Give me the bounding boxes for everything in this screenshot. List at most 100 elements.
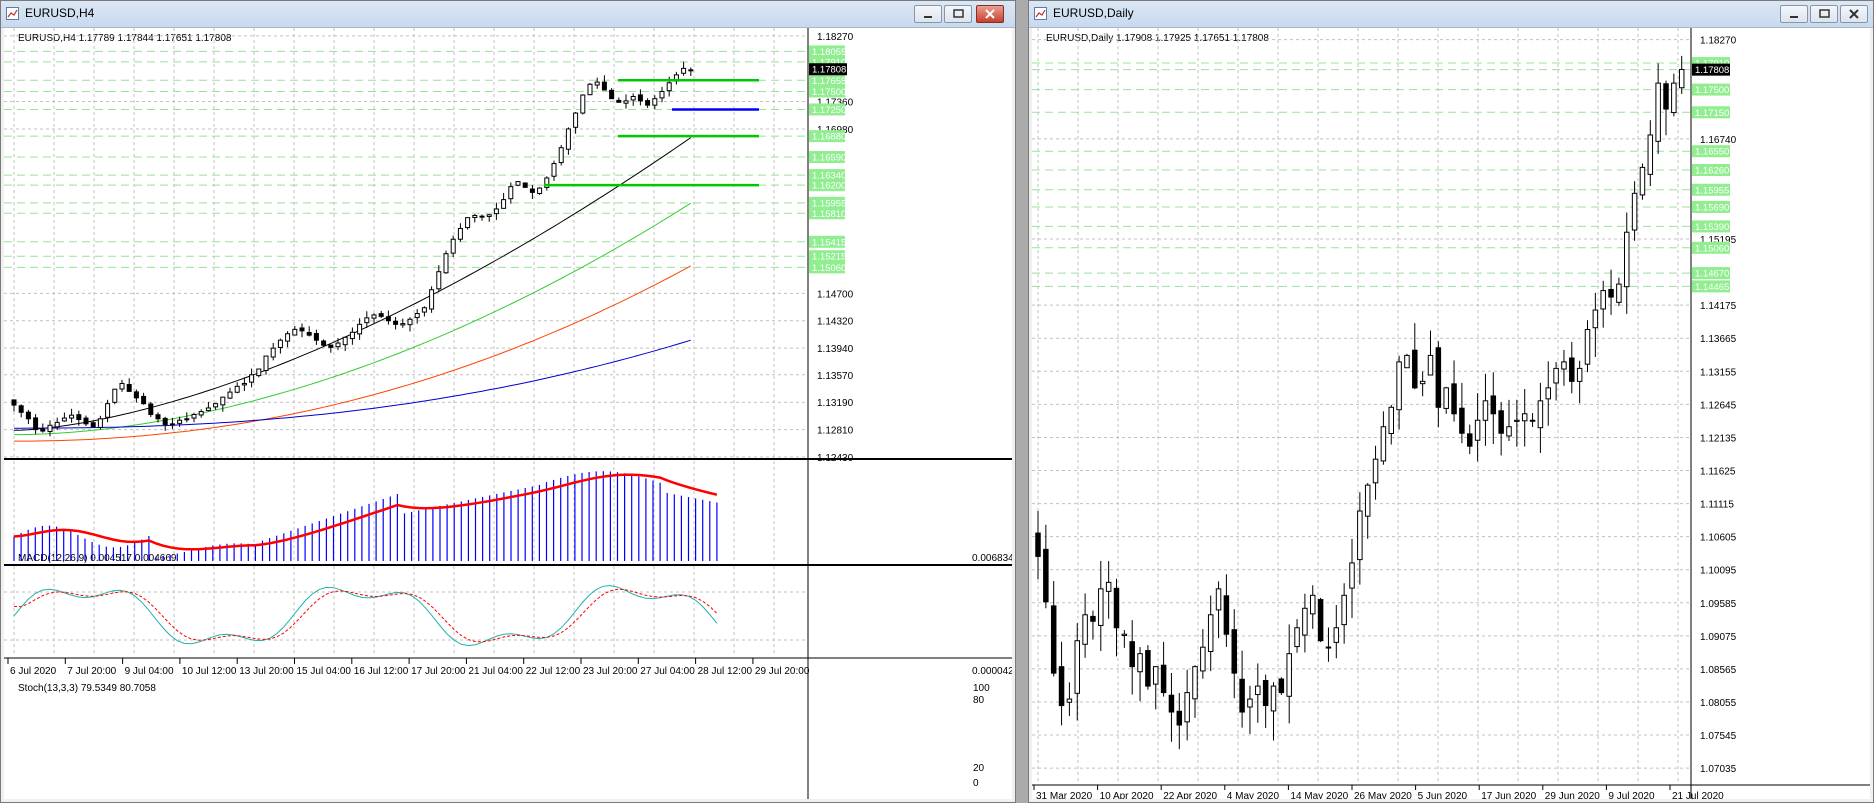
level-label: 1.17250 (812, 105, 846, 116)
close-button[interactable] (1840, 5, 1868, 23)
time-tick-label: 22 Jul 12:00 (526, 666, 581, 677)
daily-candle (1474, 419, 1481, 441)
close-button[interactable] (976, 5, 1004, 23)
daily-candle (1223, 595, 1230, 635)
daily-candle (1050, 605, 1057, 674)
h4-candle (11, 399, 17, 406)
h4-candle (421, 307, 427, 313)
h4-candle (97, 418, 103, 428)
h4-candle (155, 414, 161, 420)
h4-candle (630, 95, 636, 101)
h4-candle (688, 69, 694, 72)
level-label-bg (809, 55, 845, 68)
level-label-bg (809, 151, 845, 164)
h4-candle (249, 374, 255, 383)
price-tick-label: 1.13190 (817, 398, 854, 409)
maximize-button[interactable] (944, 5, 972, 23)
price-tick-label: 1.11625 (1700, 467, 1736, 478)
level-label: 1.16340 (812, 171, 846, 182)
h4-chart-svg[interactable]: EURUSD,H4 1.17789 1.17844 1.17651 1.1780… (4, 28, 1012, 799)
h4-candle (457, 227, 463, 240)
h4-candle (342, 336, 348, 346)
price-tick-label: 1.11115 (1700, 500, 1734, 511)
time-tick-label: 9 Jul 2020 (1608, 791, 1655, 799)
daily-chart-window[interactable]: EURUSD,Daily EURUSD,Daily 1.17908 1.1792… (1028, 0, 1874, 803)
daily-candle (1467, 433, 1473, 447)
maximize-button[interactable] (1810, 5, 1838, 23)
h4-candle (285, 333, 291, 342)
time-tick-label: 29 Jul 20:00 (755, 666, 810, 677)
price-tick-label: 1.10605 (1700, 533, 1737, 544)
macd-zero-value: 0.000042 (972, 666, 1012, 677)
daily-candle (1286, 653, 1292, 697)
price-tick-label: 1.07545 (1700, 731, 1737, 742)
daily-candle (1678, 68, 1685, 89)
daily-candle (1537, 400, 1544, 429)
h4-candle (112, 388, 118, 403)
level-label: 1.15390 (1695, 222, 1729, 233)
level-label-bg (1692, 183, 1730, 196)
daily-candle (1624, 231, 1630, 288)
h4-candle (321, 340, 327, 346)
level-label-bg (1692, 200, 1730, 213)
h4-candle (544, 177, 550, 188)
h4-candle (241, 382, 247, 386)
daily-candle (1160, 664, 1167, 694)
level-label-bg (809, 235, 845, 248)
current-price-bg (1692, 63, 1730, 76)
h4-candle (270, 347, 276, 358)
daily-chart-svg[interactable]: EURUSD,Daily 1.17908 1.17925 1.17651 1.1… (1032, 28, 1870, 799)
h4-candle (328, 344, 334, 348)
price-tick-label: 1.17360 (817, 98, 854, 109)
level-label: 1.16260 (1695, 165, 1729, 176)
time-tick-label: 7 Jul 20:00 (67, 666, 116, 677)
stoch-signal-line (13, 588, 718, 643)
h4-window-title: EURUSD,H4 (25, 6, 95, 20)
h4-candle (558, 147, 564, 164)
daily-candle (1561, 361, 1567, 370)
h4-candle (486, 214, 492, 217)
h4-chart-area[interactable]: EURUSD,H4 1.17789 1.17844 1.17651 1.1780… (4, 28, 1012, 799)
moving-average-line (14, 339, 691, 429)
daily-candle (1498, 410, 1504, 434)
daily-candle (1255, 685, 1261, 696)
daily-candle (1121, 633, 1128, 637)
chart-window-icon (6, 7, 19, 20)
price-tick-label: 1.12645 (1700, 400, 1737, 411)
daily-candle (1459, 407, 1465, 434)
daily-candle (1631, 192, 1638, 231)
daily-candle (1192, 666, 1198, 700)
level-label-bg (809, 85, 845, 98)
close-icon (1849, 9, 1859, 19)
h4-candle (508, 186, 514, 200)
level-label-bg (809, 45, 845, 58)
time-tick-label: 16 Jul 12:00 (354, 666, 409, 677)
h4-chart-window[interactable]: EURUSD,H4 EURUSD,H4 1.17789 1.17844 1.17… (0, 0, 1016, 803)
price-tick-label: 1.08565 (1700, 665, 1737, 676)
level-label: 1.15415 (812, 237, 846, 248)
time-tick-label: 15 Jul 04:00 (297, 666, 352, 677)
h4-window-titlebar[interactable]: EURUSD,H4 (1, 1, 1015, 28)
minimize-button[interactable] (1780, 5, 1808, 23)
level-label: 1.17500 (1695, 85, 1729, 96)
time-tick-label: 4 May 2020 (1227, 791, 1280, 799)
time-tick-label: 10 Jul 12:00 (182, 666, 237, 677)
level-label-bg (809, 207, 845, 220)
h4-candle (580, 94, 586, 114)
h4-candle (609, 89, 615, 100)
daily-candle (1310, 594, 1316, 615)
level-label: 1.17910 (812, 57, 846, 68)
daily-candle (1058, 666, 1065, 707)
time-tick-label: 21 Jul 04:00 (468, 666, 523, 677)
level-label: 1.16880 (812, 132, 846, 143)
level-label-bg (809, 179, 845, 192)
daily-window-titlebar[interactable]: EURUSD,Daily (1029, 1, 1873, 28)
minimize-button[interactable] (914, 5, 942, 23)
level-label: 1.17655 (812, 76, 846, 87)
daily-chart-area[interactable]: EURUSD,Daily 1.17908 1.17925 1.17651 1.1… (1032, 28, 1870, 799)
daily-candle (1545, 387, 1551, 400)
price-tick-label: 1.13570 (817, 371, 854, 382)
h4-candle (616, 99, 622, 103)
daily-candle (1514, 419, 1520, 422)
h4-candle (90, 422, 96, 428)
